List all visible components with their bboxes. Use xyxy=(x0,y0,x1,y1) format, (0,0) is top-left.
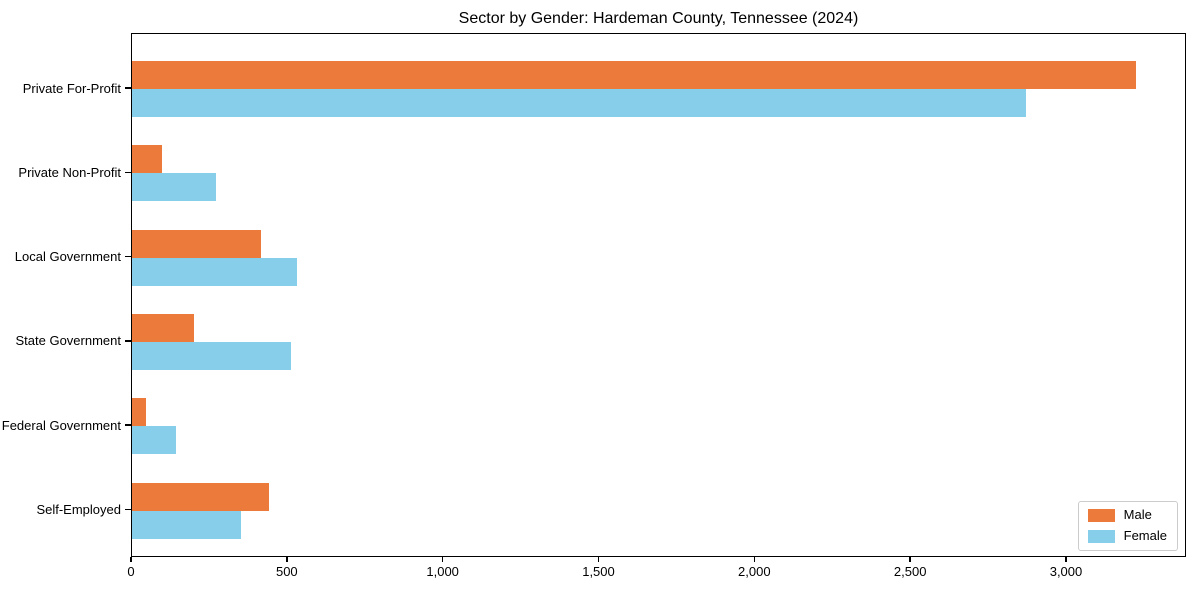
bar-female-6 xyxy=(132,510,242,539)
x-axis-label: 1,000 xyxy=(426,564,459,579)
bar-female-2 xyxy=(132,173,217,202)
x-tick-mark xyxy=(753,557,756,562)
bar-female-5 xyxy=(132,426,176,455)
bar-male-5 xyxy=(132,398,146,427)
x-tick-mark xyxy=(441,557,444,562)
female-color-swatch xyxy=(1087,529,1115,543)
y-axis-label: Local Government xyxy=(14,249,121,265)
legend: Male Female xyxy=(1077,501,1178,551)
x-tick-mark xyxy=(597,557,600,562)
y-tick-mark xyxy=(125,171,131,174)
x-tick-mark xyxy=(286,557,288,562)
y-tick-mark xyxy=(125,424,131,426)
bar-female-3 xyxy=(132,257,298,286)
x-tick-mark xyxy=(909,557,911,562)
y-tick-mark xyxy=(125,255,131,258)
x-axis-label: 1,500 xyxy=(582,564,615,579)
y-axis-label: Self-Employed xyxy=(36,502,121,517)
x-axis-label: 500 xyxy=(275,564,298,579)
bar-female-4 xyxy=(132,341,291,370)
legend-label-male: Male xyxy=(1123,507,1152,522)
y-tick-mark xyxy=(125,340,131,342)
x-axis-label: 2,500 xyxy=(893,564,927,579)
x-tick-mark xyxy=(1065,557,1067,562)
y-axis-label: Private Non-Profit xyxy=(18,164,121,180)
x-tick-mark xyxy=(130,557,132,562)
bar-male-3 xyxy=(132,229,262,258)
y-axis-label: Federal Government xyxy=(1,417,121,433)
x-axis-label: 0 xyxy=(127,564,135,579)
legend-row-male: Male xyxy=(1087,507,1167,522)
y-axis-label: Private For-Profit xyxy=(22,80,121,96)
bar-male-1 xyxy=(132,61,1136,89)
y-axis-label: State Government xyxy=(15,333,122,349)
x-axis-label: 3,000 xyxy=(1049,564,1083,579)
legend-label-female: Female xyxy=(1123,528,1167,543)
bar-male-6 xyxy=(132,482,270,511)
bar-male-2 xyxy=(132,145,162,174)
plot-area: Male Female xyxy=(131,33,1186,557)
legend-row-female: Female xyxy=(1087,528,1167,543)
chart-title: Sector by Gender: Hardeman County, Tenne… xyxy=(458,10,859,27)
bar-female-1 xyxy=(132,89,1027,117)
male-color-swatch xyxy=(1087,508,1115,522)
bar-male-4 xyxy=(132,313,195,342)
y-tick-mark xyxy=(125,508,131,511)
x-axis-label: 2,000 xyxy=(738,564,771,579)
y-tick-mark xyxy=(125,87,131,89)
